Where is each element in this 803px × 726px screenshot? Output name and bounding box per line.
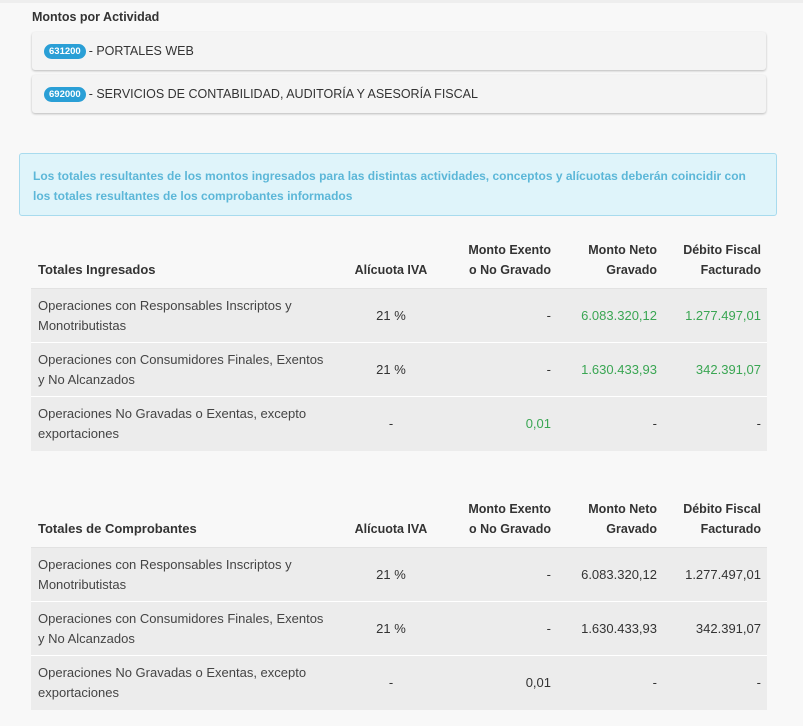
debito-cell: - — [663, 396, 767, 451]
exento-cell: 0,01 — [451, 655, 557, 710]
table-row: Operaciones con Consumidores Finales, Ex… — [31, 601, 767, 656]
alicuota-cell: 21 % — [331, 342, 451, 397]
concepto-cell: Operaciones con Consumidores Finales, Ex… — [31, 342, 331, 397]
activity-item-631200[interactable]: 631200 - PORTALES WEB — [32, 32, 766, 70]
totales-ingresados-table: Totales Ingresados Alícuota IVA Monto Ex… — [31, 240, 767, 451]
neto-cell: 6.083.320,12 — [557, 547, 663, 602]
info-alert: Los totales resultantes de los montos in… — [19, 153, 777, 216]
alicuota-header: Alícuota IVA — [331, 240, 451, 289]
neto-header: Monto Neto Gravado — [557, 499, 663, 548]
table-row: Operaciones con Responsables Inscriptos … — [31, 547, 767, 602]
debito-cell: 1.277.497,01 — [663, 547, 767, 602]
concepto-cell: Operaciones con Consumidores Finales, Ex… — [31, 601, 331, 656]
concepto-cell: Operaciones con Responsables Inscriptos … — [31, 547, 331, 602]
exento-header: Monto Exento o No Gravado — [451, 499, 557, 548]
concepto-cell: Operaciones No Gravadas o Exentas, excep… — [31, 655, 331, 710]
exento-cell: - — [451, 342, 557, 397]
table-row: Operaciones con Consumidores Finales, Ex… — [31, 342, 767, 397]
exento-cell: - — [451, 547, 557, 602]
concepto-cell: Operaciones con Responsables Inscriptos … — [31, 288, 331, 343]
neto-cell: - — [557, 655, 663, 710]
alicuota-cell: 21 % — [331, 547, 451, 602]
debito-cell: - — [663, 655, 767, 710]
concepto-cell: Operaciones No Gravadas o Exentas, excep… — [31, 396, 331, 451]
alicuota-cell: - — [331, 655, 451, 710]
table-row: Operaciones No Gravadas o Exentas, excep… — [31, 396, 767, 451]
table-header-row: Totales Ingresados Alícuota IVA Monto Ex… — [31, 240, 767, 289]
exento-cell: - — [451, 601, 557, 656]
table-header-row: Totales de Comprobantes Alícuota IVA Mon… — [31, 499, 767, 548]
neto-cell: 6.083.320,12 — [557, 288, 663, 343]
activity-code-badge: 631200 — [44, 43, 86, 59]
debito-header: Débito Fiscal Facturado — [663, 499, 767, 548]
table-row: Operaciones con Responsables Inscriptos … — [31, 288, 767, 343]
neto-header: Monto Neto Gravado — [557, 240, 663, 289]
totales-comprobantes-table: Totales de Comprobantes Alícuota IVA Mon… — [31, 499, 767, 710]
table-title-header: Totales de Comprobantes — [31, 499, 331, 548]
debito-cell: 342.391,07 — [663, 342, 767, 397]
activity-label: - PORTALES WEB — [88, 44, 194, 58]
activity-code-badge: 692000 — [44, 86, 86, 102]
alicuota-cell: 21 % — [331, 288, 451, 343]
neto-cell: - — [557, 396, 663, 451]
table-row: Operaciones No Gravadas o Exentas, excep… — [31, 655, 767, 710]
neto-cell: 1.630.433,93 — [557, 601, 663, 656]
montos-section-title: Montos por Actividad — [32, 10, 160, 24]
exento-cell: 0,01 — [451, 396, 557, 451]
activity-label: - SERVICIOS DE CONTABILIDAD, AUDITORÍA Y… — [88, 87, 478, 101]
activity-item-692000[interactable]: 692000 - SERVICIOS DE CONTABILIDAD, AUDI… — [32, 75, 766, 113]
debito-cell: 342.391,07 — [663, 601, 767, 656]
alicuota-cell: 21 % — [331, 601, 451, 656]
neto-cell: 1.630.433,93 — [557, 342, 663, 397]
exento-cell: - — [451, 288, 557, 343]
alicuota-cell: - — [331, 396, 451, 451]
alicuota-header: Alícuota IVA — [331, 499, 451, 548]
table-title-header: Totales Ingresados — [31, 240, 331, 289]
exento-header: Monto Exento o No Gravado — [451, 240, 557, 289]
debito-cell: 1.277.497,01 — [663, 288, 767, 343]
top-divider — [0, 0, 803, 3]
debito-header: Débito Fiscal Facturado — [663, 240, 767, 289]
